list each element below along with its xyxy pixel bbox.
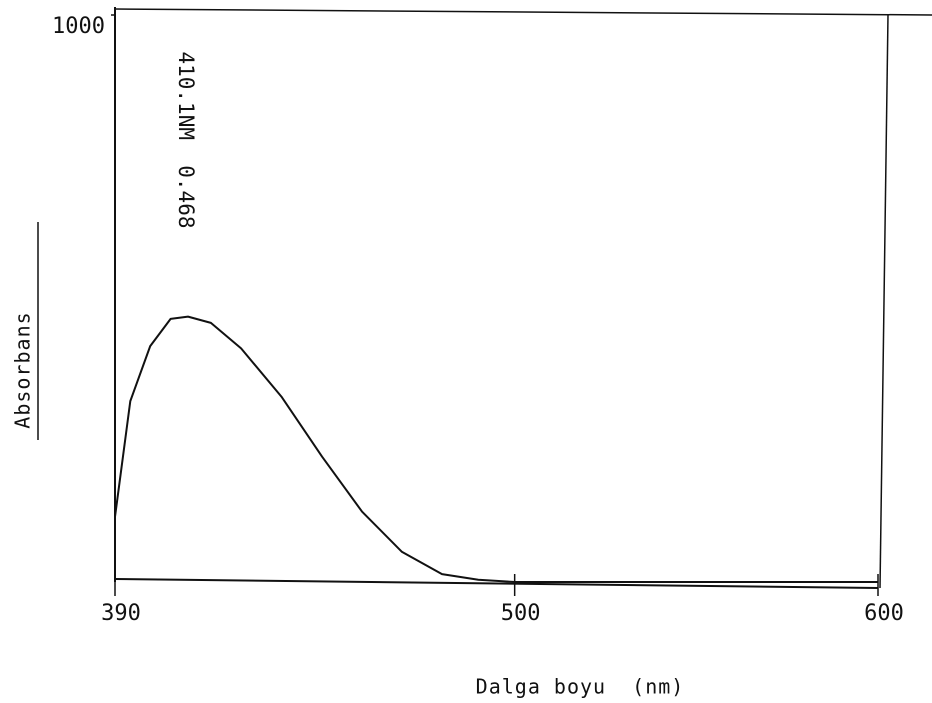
top-border [114, 8, 932, 16]
x-tick-label: 600 [864, 601, 904, 626]
y-axis-label: Absorbans [11, 311, 35, 428]
peak-annotation: 410.1NM 0.468 [174, 51, 198, 228]
right-axis [879, 14, 889, 589]
y-tick-label: 1000 [52, 14, 105, 39]
x-tick-label: 390 [101, 601, 141, 626]
x-axis [114, 578, 879, 589]
spectrum-line [114, 315, 878, 583]
x-axis-label: Dalga boyu (nm) [476, 675, 685, 699]
x-tick-label: 500 [501, 601, 541, 626]
